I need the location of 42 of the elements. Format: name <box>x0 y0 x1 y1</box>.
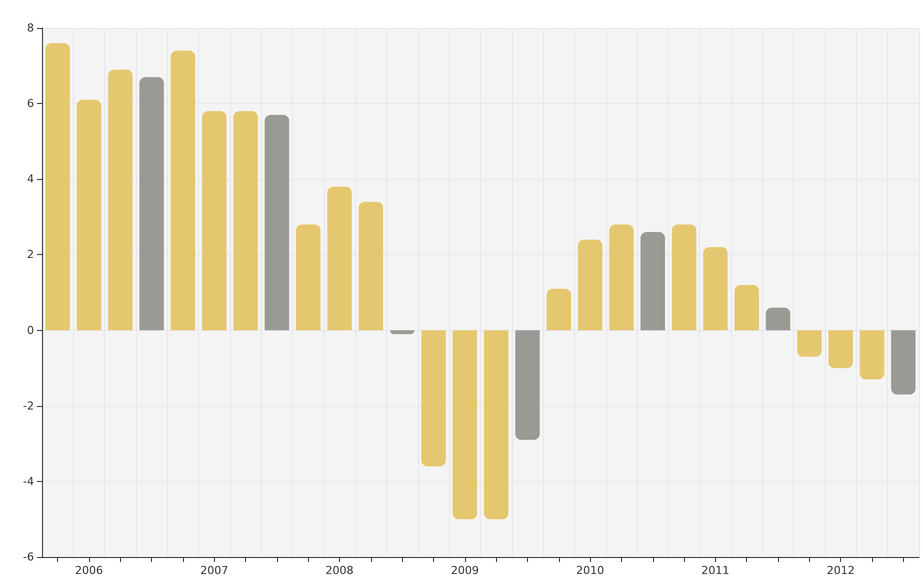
bar <box>358 202 384 330</box>
bar <box>797 330 822 357</box>
bar <box>108 70 133 330</box>
bar <box>578 240 602 330</box>
y-tick-label: -4 <box>23 474 34 488</box>
bar <box>264 114 290 330</box>
bar <box>484 330 508 520</box>
y-tick-label: 0 <box>27 324 34 337</box>
bar <box>452 330 478 520</box>
bar <box>421 330 446 466</box>
x-tick-label: 2011 <box>701 564 730 577</box>
bar <box>891 330 916 395</box>
y-tick-label: 2 <box>27 248 34 262</box>
bar <box>703 247 728 330</box>
y-tick-label: 6 <box>27 97 34 110</box>
bar <box>45 43 70 330</box>
bar <box>139 77 164 330</box>
y-tick-label: -2 <box>23 399 34 412</box>
bar <box>296 224 320 330</box>
bar <box>170 50 196 330</box>
x-tick-label: 2012 <box>826 564 855 577</box>
x-tick-label: 2008 <box>326 564 354 577</box>
bar <box>609 224 634 330</box>
bar <box>766 308 790 330</box>
y-tick-label: -6 <box>23 550 34 564</box>
bar <box>860 330 884 380</box>
bar <box>76 100 102 330</box>
x-tick-label: 2010 <box>576 564 604 577</box>
bar <box>640 232 665 330</box>
x-tick-label: 2006 <box>74 564 103 577</box>
bar <box>515 330 540 440</box>
y-tick-label: 8 <box>27 22 34 34</box>
bar <box>828 330 853 368</box>
bar <box>202 111 226 330</box>
bar <box>233 111 258 330</box>
bar <box>327 186 352 330</box>
x-tick-label: 2009 <box>450 564 479 577</box>
x-tick-label: 2007 <box>200 564 228 577</box>
bar <box>734 284 759 330</box>
bar <box>546 288 572 330</box>
bar <box>672 224 696 330</box>
y-tick-label: 4 <box>27 172 34 186</box>
